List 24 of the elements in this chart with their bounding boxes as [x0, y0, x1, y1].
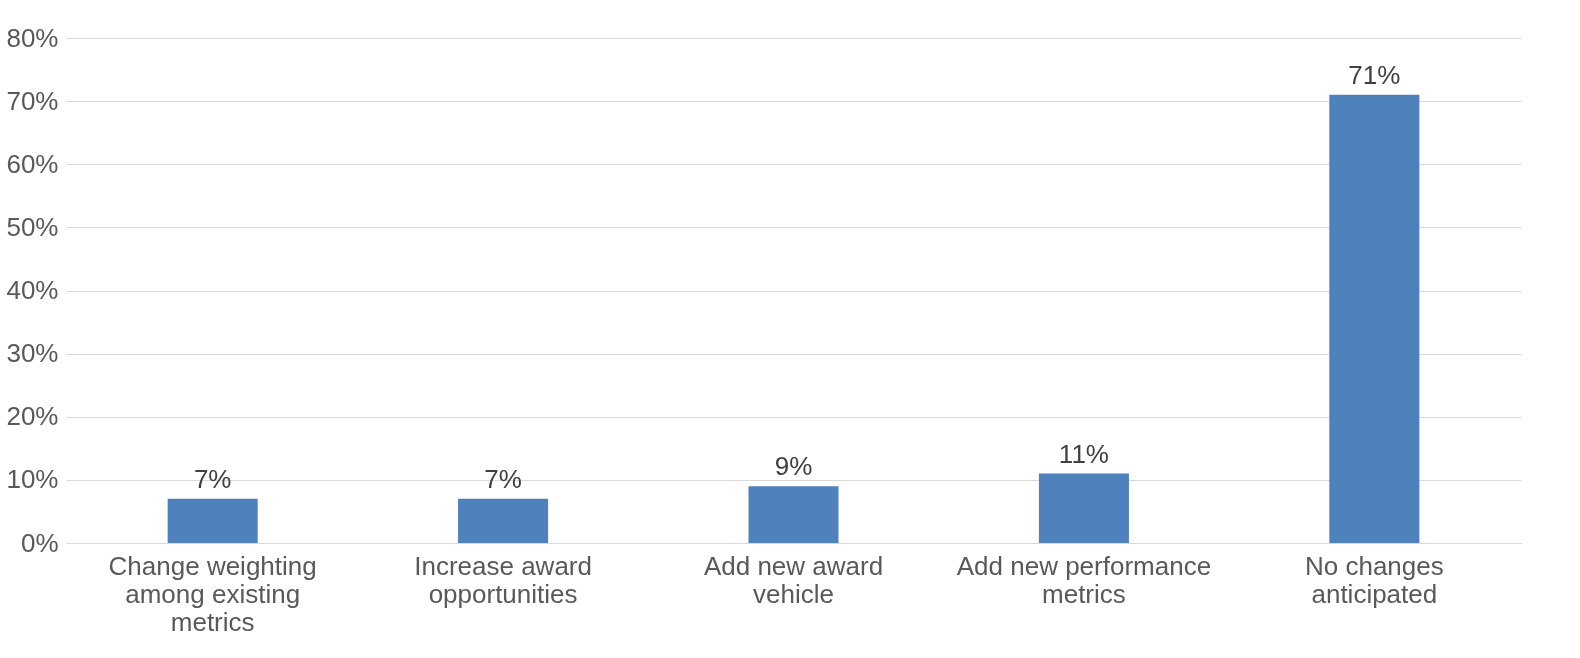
y-tick-label: 40% — [6, 275, 59, 305]
x-tick-label: Increase award opportunities — [414, 550, 592, 609]
bar — [167, 498, 258, 543]
x-tick-label: No changes anticipated — [1304, 550, 1444, 609]
x-tick-label: Change weighting among existing metrics — [108, 550, 317, 637]
y-tick-label: 10% — [6, 464, 59, 495]
bar — [1329, 94, 1420, 543]
bar — [748, 486, 839, 543]
y-tick-label: 80% — [6, 22, 59, 53]
y-tick-label: 0% — [20, 527, 59, 558]
y-tick-label: 70% — [6, 85, 59, 116]
x-tick-label: Add new performance metrics — [956, 550, 1212, 609]
data-label: 7% — [484, 463, 522, 494]
data-label: 11% — [1058, 438, 1109, 469]
y-tick-label: 60% — [6, 148, 59, 179]
x-tick-label: Add new award vehicle — [703, 550, 884, 609]
y-tick-label: 20% — [6, 401, 59, 432]
data-label: 9% — [774, 451, 813, 482]
bar — [458, 498, 549, 543]
bar — [1038, 473, 1129, 543]
y-tick-label: 50% — [6, 211, 59, 242]
data-label: 7% — [193, 463, 232, 494]
y-tick-label: 30% — [6, 338, 59, 369]
data-label: 71% — [1348, 59, 1401, 90]
